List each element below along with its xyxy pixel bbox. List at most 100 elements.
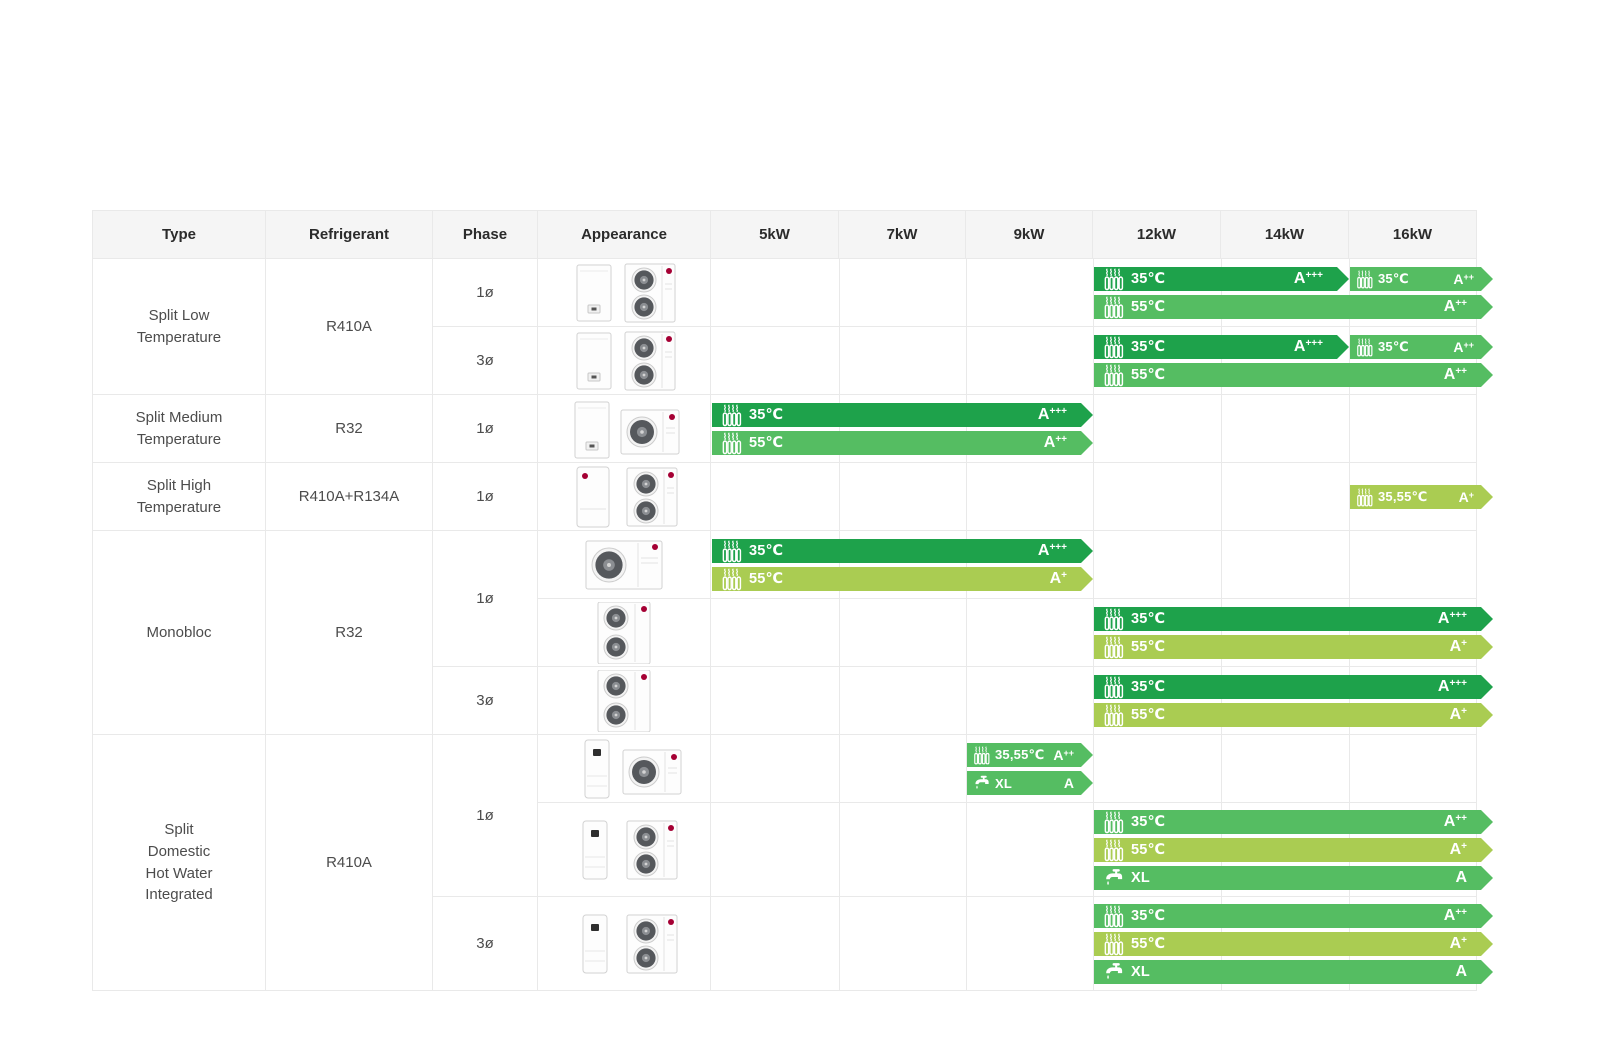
- product-row: Split High Temperature R410A+R134A 1ø 35,55…: [92, 462, 1477, 531]
- column-header-phase: Phase: [432, 210, 538, 259]
- efficiency-rating: A: [1455, 964, 1467, 980]
- type-cell: Split Domestic Hot Water Integrated: [92, 734, 266, 991]
- radiator-icon: [1355, 488, 1374, 507]
- efficiency-rating: A+: [1450, 842, 1467, 858]
- product-comparison-table-container: Type Refrigerant Phase Appearance 5kW 7kW 9kW 1…: [92, 210, 1477, 991]
- efficiency-rating: A+: [1450, 707, 1467, 723]
- radiator-icon: [1102, 811, 1125, 834]
- rating-bar: 35℃ A+++: [1094, 607, 1493, 631]
- phase-cell: 3ø: [432, 666, 538, 735]
- radiator-icon: [1102, 933, 1125, 956]
- column-gridline: [1221, 327, 1222, 394]
- ratings-cell: 35℃ A++ 55℃ A+ XL A: [710, 896, 1477, 991]
- appearance-cell: [537, 326, 711, 395]
- column-gridline: [1221, 531, 1222, 598]
- temperature-label: 55℃: [1131, 639, 1166, 655]
- phase-cell: 1ø: [432, 530, 538, 667]
- column-gridline: [839, 667, 840, 734]
- column-gridline: [839, 463, 840, 530]
- efficiency-rating: A+++: [1294, 339, 1323, 355]
- column-gridline: [839, 531, 840, 598]
- temperature-label: 35℃: [1131, 339, 1166, 355]
- column-gridline: [1349, 735, 1350, 802]
- rating-letter: A: [1449, 638, 1462, 655]
- rating-bar: 35℃ A+++: [712, 539, 1093, 563]
- rating-letter: A: [1449, 841, 1462, 858]
- ratings-cell: 35℃ A+++ 55℃ A+: [710, 666, 1477, 735]
- efficiency-rating: A+: [1450, 936, 1467, 952]
- radiator-icon: [972, 746, 991, 765]
- temperature-label: 55℃: [1131, 707, 1166, 723]
- refrigerant-cell: R32: [265, 394, 433, 463]
- rating-letter: A: [1293, 270, 1306, 287]
- efficiency-rating: A+++: [1438, 679, 1467, 695]
- type-cell: Monobloc: [92, 530, 266, 735]
- rating-letter: A: [1455, 869, 1467, 886]
- radiator-icon: [1355, 338, 1374, 357]
- appearance-cell: [537, 666, 711, 735]
- ratings-cell: 35℃ A+++ 35℃ A++ 55℃ A++: [710, 326, 1477, 395]
- column-header-14kw: 14kW: [1220, 210, 1349, 259]
- temperature-label: 55℃: [749, 435, 784, 451]
- radiator-icon: [1102, 296, 1125, 319]
- rating-bar: 35℃ A++: [1350, 335, 1493, 359]
- rating-letter: A: [1443, 813, 1456, 830]
- rating-letter: A: [1458, 489, 1469, 505]
- column-gridline: [1221, 259, 1222, 326]
- column-gridline: [839, 327, 840, 394]
- rating-plus: +++: [1049, 542, 1067, 553]
- temperature-label: 35℃: [1378, 271, 1409, 286]
- rating-letter: A: [1063, 775, 1074, 791]
- phase-cell: 3ø: [432, 326, 538, 395]
- rating-bar: 35℃ A++: [1350, 267, 1493, 291]
- radiator-icon: [1355, 270, 1374, 289]
- appearance-monobloc-dual-fan-image: [597, 601, 651, 664]
- appearance-tower-indoor-dual-fan-outdoor-image: [582, 820, 678, 879]
- column-gridline: [966, 667, 967, 734]
- radiator-icon: [1102, 364, 1125, 387]
- temperature-label: 35℃: [749, 543, 784, 559]
- rating-bar: 35℃ A++: [1094, 904, 1493, 928]
- column-gridline: [966, 395, 967, 462]
- rating-plus: ++: [1455, 907, 1467, 918]
- ratings-cell: 35℃ A+++ 55℃ A+: [710, 530, 1477, 599]
- rating-letter: A: [1443, 907, 1456, 924]
- appearance-floor-indoor-dual-fan-outdoor-image: [576, 466, 678, 527]
- column-gridline: [1221, 667, 1222, 734]
- rating-plus: +: [1461, 638, 1467, 649]
- column-gridline: [966, 897, 967, 990]
- temperature-label: 35℃: [1131, 908, 1166, 924]
- appearance-cell: [537, 598, 711, 667]
- rating-plus: +: [1461, 935, 1467, 946]
- radiator-icon: [1102, 704, 1125, 727]
- column-gridline: [1093, 327, 1094, 394]
- rating-letter: A: [1453, 339, 1464, 355]
- table-header: Type Refrigerant Phase Appearance 5kW 7kW 9kW 1…: [92, 210, 1477, 259]
- efficiency-rating: A++: [1453, 340, 1474, 354]
- column-gridline: [966, 735, 967, 802]
- rating-letter: A: [1449, 935, 1462, 952]
- appearance-wall-indoor-dual-fan-outdoor-image: [576, 331, 676, 390]
- rating-bar: 35℃ A+++: [1094, 675, 1493, 699]
- column-gridline: [1221, 463, 1222, 530]
- appearance-wall-indoor-dual-fan-outdoor-image: [576, 263, 676, 322]
- appearance-cell: [537, 462, 711, 531]
- column-gridline: [1093, 531, 1094, 598]
- column-gridline: [1093, 259, 1094, 326]
- column-gridline: [1093, 463, 1094, 530]
- column-gridline: [1349, 327, 1350, 394]
- rating-plus: +++: [1449, 610, 1467, 621]
- column-header-refrigerant: Refrigerant: [265, 210, 433, 259]
- appearance-tower-indoor-dual-fan-outdoor-image: [582, 914, 678, 973]
- rating-letter: A: [1443, 366, 1456, 383]
- rating-plus: +++: [1305, 338, 1323, 349]
- rating-bar: 35,55℃ A++: [967, 743, 1093, 767]
- rating-bar: 55℃ A+: [1094, 635, 1493, 659]
- rating-bar: 55℃ A++: [712, 431, 1093, 455]
- rating-bar: 55℃ A+: [1094, 703, 1493, 727]
- efficiency-rating: A++: [1444, 814, 1467, 830]
- phase-cell: 1ø: [432, 394, 538, 463]
- rating-letter: A: [1037, 406, 1050, 423]
- column-gridline: [1093, 395, 1094, 462]
- rating-bar: 55℃ A+: [1094, 932, 1493, 956]
